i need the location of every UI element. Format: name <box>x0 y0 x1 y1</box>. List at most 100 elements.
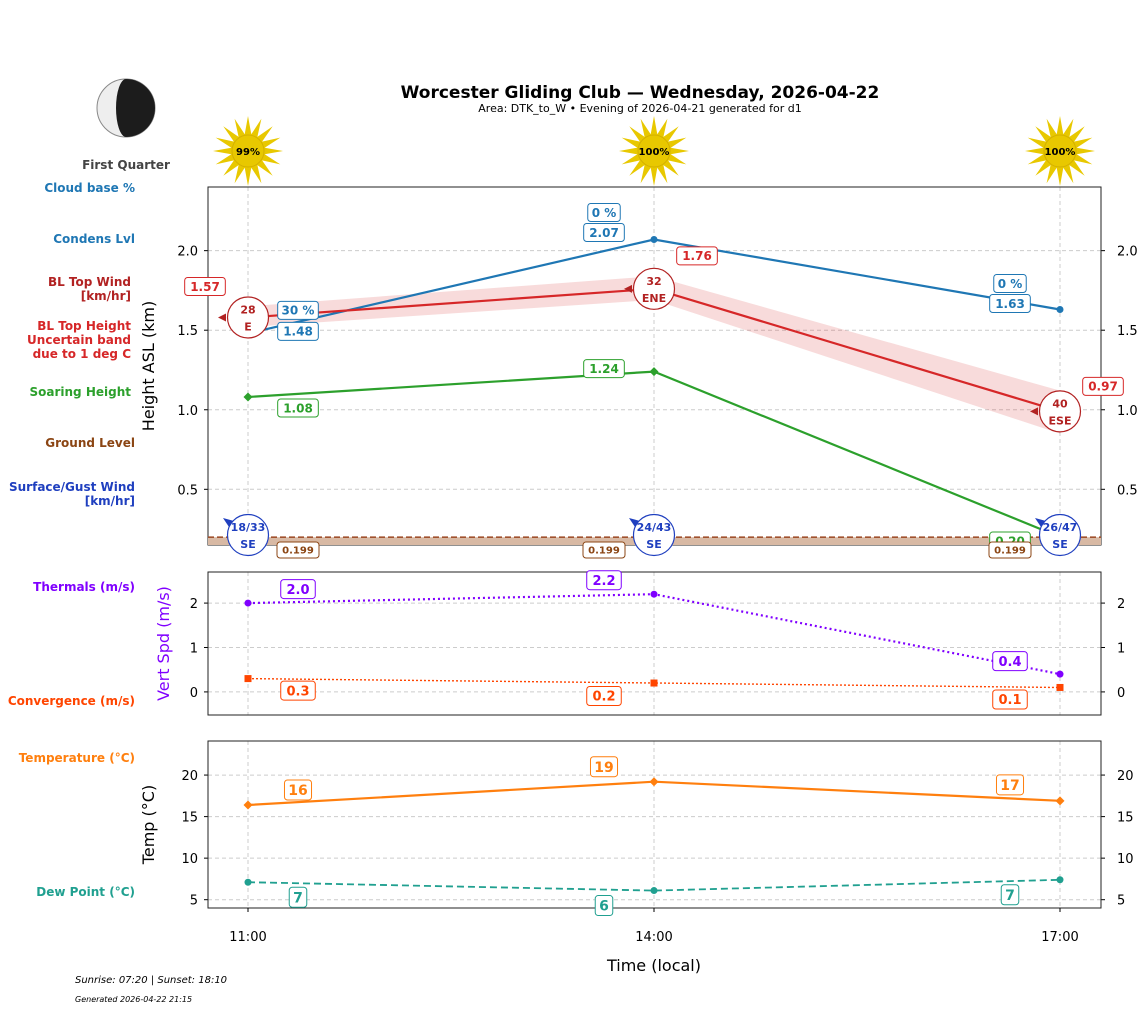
thermals-label-box <box>992 651 1028 672</box>
ground-label-box <box>988 541 1032 559</box>
surface-wind-circle-speed: 26/47 <box>1043 521 1078 534</box>
thermals-marker <box>1056 670 1064 678</box>
convergence-label: 0.1 <box>998 693 1021 708</box>
surface-wind-circle <box>226 513 270 557</box>
bl-top-label: 0.97 <box>1088 380 1118 394</box>
temperature-label: 16 <box>288 783 307 799</box>
y-axis-label: Temp (°C) <box>139 785 158 865</box>
dew-point-label: 6 <box>599 899 609 915</box>
soaring-label: 1.08 <box>283 401 313 415</box>
sun-label: 100% <box>1045 147 1076 158</box>
bl-wind-circle-direction: E <box>244 320 252 333</box>
thermals-line <box>247 593 1061 676</box>
wind-arrow-icon <box>624 284 632 293</box>
y-tick-label: 15 <box>181 811 198 826</box>
condens-marker <box>1056 306 1064 314</box>
y-tick-label: 20 <box>181 769 198 784</box>
soaring-marker <box>243 392 253 402</box>
thermals-label-box <box>586 570 622 591</box>
y-axis-label: Height ASL (km) <box>139 301 158 431</box>
surface-wind-circle-direction: SE <box>1052 538 1067 551</box>
thermals-marker <box>244 599 252 607</box>
bl-top-uncertainty-band <box>248 276 1060 434</box>
condens-label: 2.07 <box>589 226 619 240</box>
cloud-pct-label-box <box>587 203 621 223</box>
bl-wind-circle-speed: 28 <box>240 303 255 316</box>
y-tick-label-right: 2 <box>1117 597 1125 612</box>
sun-label: 100% <box>639 147 670 158</box>
plot-frame <box>207 571 1102 716</box>
ground-label-box <box>582 541 626 559</box>
moon-shadow <box>116 79 155 137</box>
wind-arrow-icon <box>1030 407 1038 416</box>
x-tick-label: 17:00 <box>1041 930 1078 945</box>
convergence-marker <box>650 679 658 687</box>
bl-wind-circle-speed: 40 <box>1052 397 1068 410</box>
footer-sun-times: Sunrise: 07:20 | Sunset: 18:10 <box>75 975 228 986</box>
bl-wind-circle-direction: ESE <box>1049 414 1072 427</box>
thermals-label: 2.0 <box>286 583 309 598</box>
y-tick-label-right: 0.5 <box>1117 483 1138 498</box>
condens-label: 1.48 <box>283 325 313 339</box>
soaring-label-box <box>583 359 625 379</box>
convergence-label-box <box>280 680 316 701</box>
dew-point-label: 7 <box>293 890 303 906</box>
surface-wind-circle-direction: SE <box>240 538 255 551</box>
y-tick-label: 2.0 <box>177 245 198 260</box>
soaring-label: 1.24 <box>589 362 619 376</box>
side-label-soaring: Soaring Height <box>29 385 132 399</box>
surface-wind-circle-direction: SE <box>646 538 661 551</box>
dew-point-marker <box>1056 876 1064 884</box>
thermals-label-box <box>280 579 316 600</box>
wind-arrow-icon <box>223 518 234 527</box>
sun-label: 99% <box>236 147 260 158</box>
y-tick-label-right: 1 <box>1117 641 1125 656</box>
temperature-label-box <box>589 756 619 778</box>
convergence-label: 0.2 <box>592 690 615 705</box>
temperature-label: 19 <box>594 760 613 776</box>
convergence-marker <box>1056 683 1064 691</box>
condens-label-box <box>989 294 1031 314</box>
y-tick-label: 0.5 <box>177 483 198 498</box>
condens-label-box <box>583 223 625 243</box>
convergence-marker <box>244 675 252 683</box>
y-axis-label: Vert Spd (m/s) <box>154 586 173 701</box>
y-tick-label-right: 20 <box>1117 769 1134 784</box>
ground-label-box <box>276 541 320 559</box>
surface-wind-circle-speed: 18/33 <box>231 521 266 534</box>
side-label-surface-wind: Surface/Gust Wind [km/hr] <box>9 480 135 508</box>
temperature-label: 17 <box>1000 778 1019 794</box>
convergence-label-box <box>992 689 1028 710</box>
sun-disc <box>1043 134 1077 168</box>
chart-title: Worcester Gliding Club — Wednesday, 2026… <box>400 83 880 103</box>
bl-wind-circle-speed: 32 <box>646 275 661 288</box>
side-label-ground: Ground Level <box>45 436 135 450</box>
chart-subtitle: Area: DTK_to_W • Evening of 2026-04-21 g… <box>478 102 802 115</box>
temperature-label-box <box>283 779 313 801</box>
bl-wind-circle <box>226 296 270 339</box>
wind-arrow-icon <box>629 518 640 527</box>
dew-point-marker <box>650 887 658 895</box>
condens-marker <box>650 236 658 244</box>
dew-point-label-box <box>594 895 614 917</box>
x-axis-label: Time (local) <box>606 956 701 975</box>
cloud-pct-label-box <box>993 274 1027 294</box>
footer-generated: Generated 2026-04-22 21:15 <box>75 995 193 1004</box>
surface-wind-circle <box>1038 513 1082 557</box>
thermals-label: 2.2 <box>592 574 615 589</box>
dew-point-label-box <box>1000 884 1020 906</box>
soaring-marker <box>649 367 659 377</box>
ground-label: 0.199 <box>282 546 314 557</box>
side-label-thermals: Thermals (m/s) <box>33 580 135 594</box>
cloud-pct-label: 0 % <box>592 206 617 220</box>
side-label-temperature: Temperature (°C) <box>18 751 135 765</box>
thermals-marker <box>650 590 658 598</box>
sun-disc <box>231 134 265 168</box>
bl-top-label: 1.57 <box>190 280 220 294</box>
wind-arrow-icon <box>218 313 226 322</box>
y-tick-label: 0 <box>190 686 198 701</box>
y-tick-label-right: 1.0 <box>1117 404 1138 419</box>
x-tick-label: 11:00 <box>229 930 266 945</box>
